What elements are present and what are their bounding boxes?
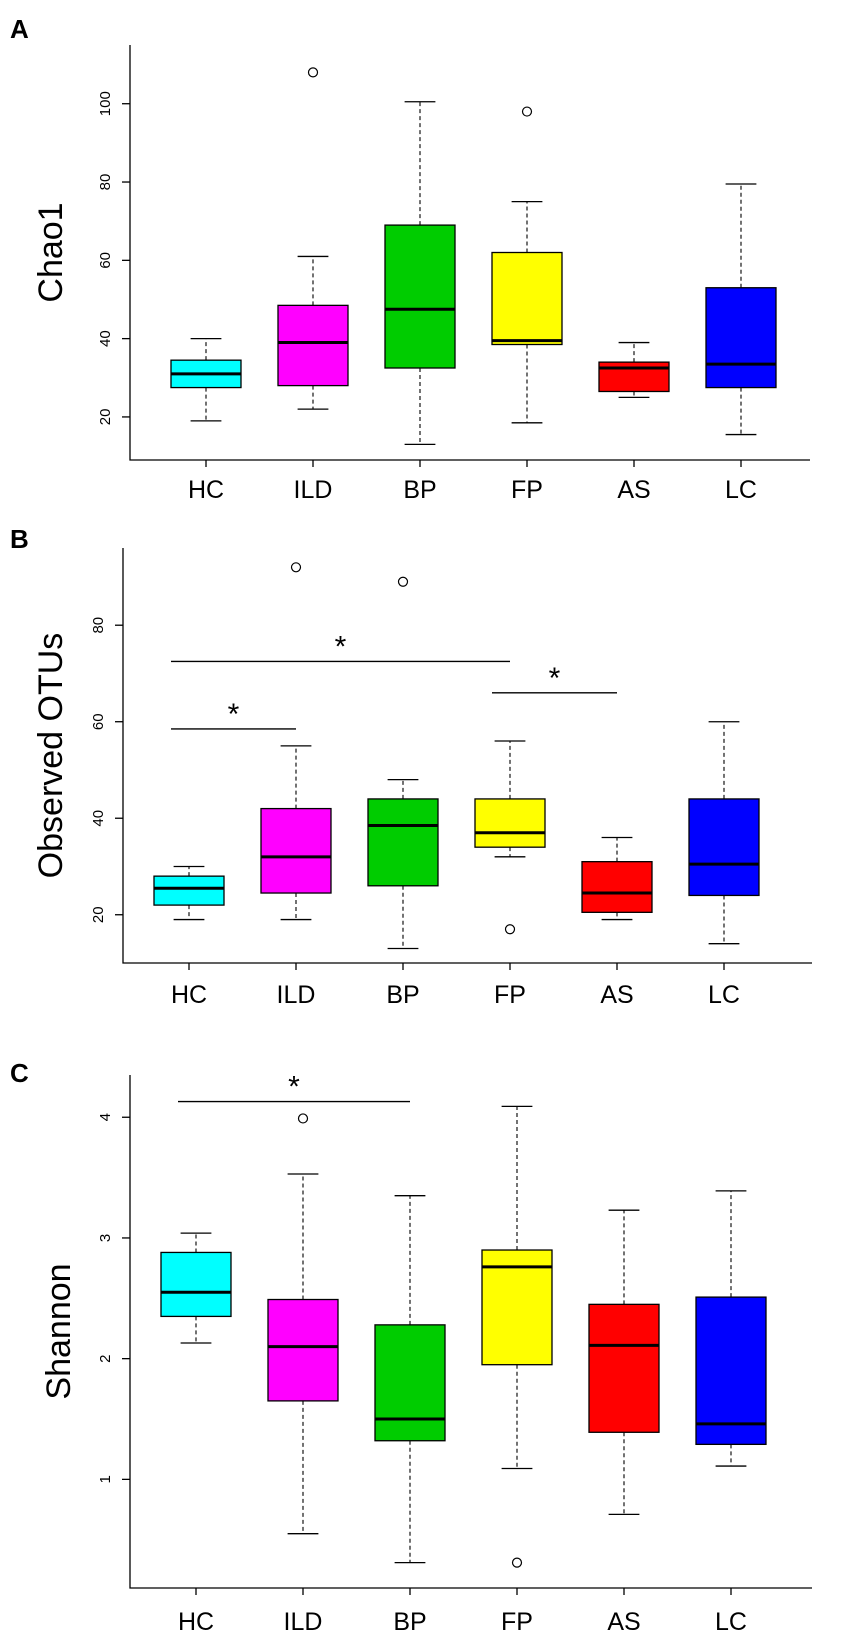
x-tick-label-a-lc: LC bbox=[725, 476, 757, 504]
y-axis-label-b: Observed OTUs bbox=[32, 633, 70, 879]
box-body-a-bp bbox=[384, 224, 456, 369]
box-body-c-bp bbox=[374, 1324, 446, 1442]
axes-a bbox=[129, 45, 810, 461]
x-tick-label-c-lc: LC bbox=[715, 1608, 747, 1636]
box-body-c-ild bbox=[267, 1298, 339, 1402]
x-tick-label-c-hc: HC bbox=[178, 1608, 214, 1636]
box-c-fp bbox=[481, 1105, 553, 1568]
y-tick-label-b-20: 20 bbox=[90, 906, 107, 923]
box-body-b-ild bbox=[260, 807, 332, 894]
box-b-hc bbox=[153, 865, 225, 921]
box-body-b-lc bbox=[688, 798, 760, 897]
panel-a: A Chao1 20 40 60 80 100 HC ILD BP FP AS LC bbox=[10, 14, 810, 504]
box-body-a-ild bbox=[277, 304, 349, 387]
panel-letter-c: C bbox=[10, 1058, 29, 1088]
x-tick-label-b-hc: HC bbox=[171, 981, 207, 1009]
box-b-ild bbox=[260, 562, 332, 921]
x-tick-label-b-lc: LC bbox=[708, 981, 740, 1009]
box-c-bp bbox=[374, 1195, 446, 1564]
box-b-fp bbox=[474, 740, 546, 935]
x-tick-label-a-hc: HC bbox=[188, 476, 224, 504]
significance-star-b-2: * bbox=[549, 662, 561, 695]
outlier-b-ild-0 bbox=[290, 562, 302, 573]
y-axis-label-c: Shannon bbox=[40, 1263, 78, 1399]
x-tick-label-a-fp: FP bbox=[511, 476, 543, 504]
x-tick-label-a-ild: ILD bbox=[294, 476, 333, 504]
box-b-as bbox=[581, 836, 653, 921]
panel-b: B Observed OTUs 20 40 60 80 HC ILD BP FP AS LC * * * bbox=[10, 524, 812, 1009]
y-tick-label-b-40: 40 bbox=[90, 810, 107, 827]
x-tick-label-c-as: AS bbox=[607, 1608, 640, 1636]
outlier-c-fp-0 bbox=[511, 1557, 523, 1568]
box-a-bp bbox=[384, 101, 456, 445]
y-tick-label-b-80: 80 bbox=[90, 617, 107, 634]
outlier-b-fp-0 bbox=[504, 924, 516, 935]
box-c-ild bbox=[267, 1113, 339, 1535]
box-body-c-hc bbox=[160, 1251, 232, 1318]
box-a-as bbox=[598, 341, 670, 399]
box-body-b-bp bbox=[367, 798, 439, 887]
x-tick-label-b-as: AS bbox=[600, 981, 633, 1009]
box-body-b-hc bbox=[153, 875, 225, 906]
box-b-lc bbox=[688, 721, 760, 945]
x-tick-label-c-fp: FP bbox=[501, 1608, 533, 1636]
box-a-fp bbox=[491, 106, 563, 424]
y-tick-label-a-80: 80 bbox=[97, 174, 114, 191]
significance-star-b-0: * bbox=[335, 630, 347, 663]
axes-c bbox=[129, 1075, 812, 1589]
panel-letter-a: A bbox=[10, 14, 29, 44]
outlier-a-ild-0 bbox=[307, 67, 319, 78]
box-body-b-fp bbox=[474, 798, 546, 848]
outlier-a-fp-0 bbox=[521, 106, 533, 117]
y-tick-label-a-40: 40 bbox=[97, 330, 114, 347]
significance-star-b-1: * bbox=[228, 698, 240, 731]
outlier-c-ild-0 bbox=[297, 1113, 309, 1124]
x-tick-label-c-ild: ILD bbox=[284, 1608, 323, 1636]
y-tick-label-c-3: 3 bbox=[97, 1234, 114, 1242]
panel-letter-b: B bbox=[10, 524, 29, 554]
box-body-c-lc bbox=[695, 1296, 767, 1446]
y-tick-label-a-100: 100 bbox=[97, 91, 114, 116]
y-axis-label-a: Chao1 bbox=[32, 202, 70, 302]
box-body-b-as bbox=[581, 861, 653, 913]
axes-b bbox=[122, 548, 812, 964]
box-body-c-fp bbox=[481, 1249, 553, 1366]
y-tick-label-b-60: 60 bbox=[90, 713, 107, 730]
outlier-b-bp-0 bbox=[397, 576, 409, 587]
x-tick-label-b-bp: BP bbox=[386, 981, 419, 1009]
box-body-a-fp bbox=[491, 251, 563, 346]
box-a-hc bbox=[170, 337, 242, 422]
x-tick-label-b-fp: FP bbox=[494, 981, 526, 1009]
y-tick-label-c-2: 2 bbox=[97, 1354, 114, 1362]
y-tick-label-a-60: 60 bbox=[97, 252, 114, 269]
box-c-as bbox=[588, 1209, 660, 1516]
x-tick-label-a-bp: BP bbox=[403, 476, 436, 504]
panel-c: C Shannon 1 2 3 4 HC ILD BP FP AS LC * bbox=[10, 1058, 812, 1636]
box-c-lc bbox=[695, 1190, 767, 1467]
box-a-lc bbox=[705, 183, 777, 436]
x-tick-label-a-as: AS bbox=[617, 476, 650, 504]
x-tick-label-c-bp: BP bbox=[393, 1608, 426, 1636]
box-body-c-as bbox=[588, 1303, 660, 1433]
significance-star-c-0: * bbox=[288, 1071, 300, 1104]
box-c-hc bbox=[160, 1232, 232, 1344]
y-tick-label-a-20: 20 bbox=[97, 409, 114, 426]
y-tick-label-c-1: 1 bbox=[97, 1475, 114, 1483]
box-body-a-lc bbox=[705, 287, 777, 389]
box-a-ild bbox=[277, 67, 349, 410]
y-tick-label-c-4: 4 bbox=[97, 1113, 114, 1121]
box-b-bp bbox=[367, 576, 439, 950]
x-tick-label-b-ild: ILD bbox=[277, 981, 316, 1009]
